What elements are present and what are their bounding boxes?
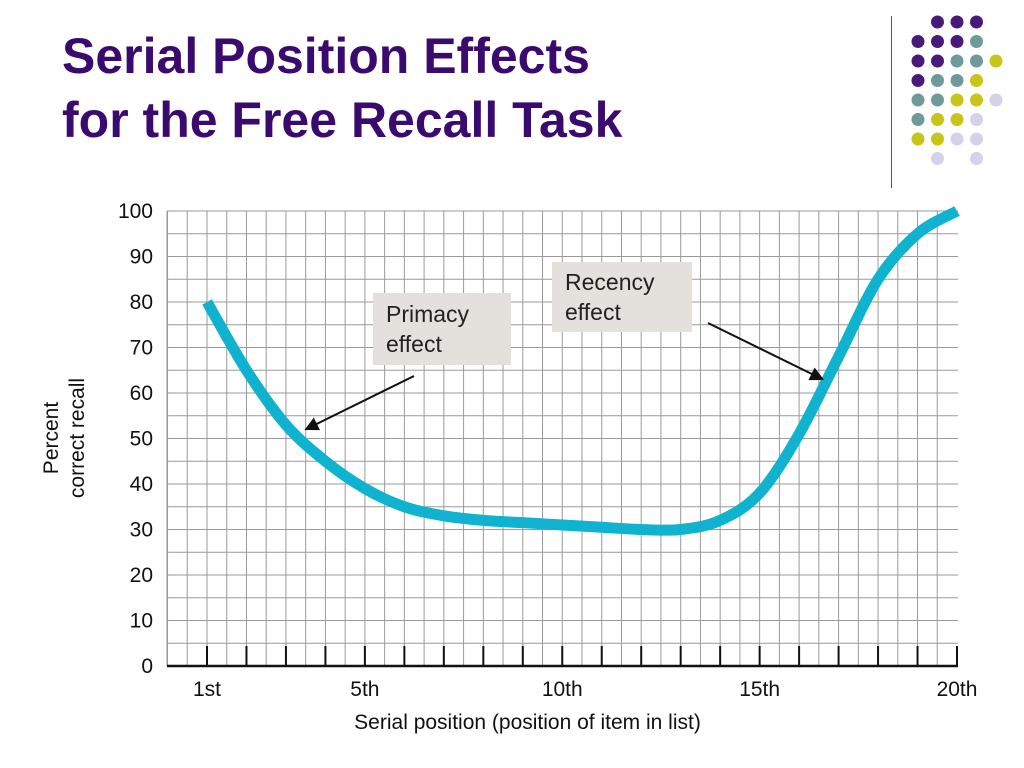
series-line [202,206,960,536]
y-tick-label: 100 [118,200,153,223]
annotation: Recency effect [552,262,825,381]
annotation-box [373,293,511,365]
annotation-arrow [304,375,415,431]
slide-title-line-2: for the Free Recall Task [62,92,623,148]
y-tick-label: 10 [130,610,153,633]
y-tick-label: 20 [130,564,153,587]
annotation-label: Primacy [386,301,470,327]
slide-title-line-1: Serial Position Effects [62,28,590,84]
annotation-arrow [707,322,825,381]
y-tick-label: 0 [141,655,153,678]
x-axis-ticks [206,646,958,666]
annotation-label: Recency [565,269,655,295]
chart-grid [166,210,958,667]
y-tick-label: 30 [130,519,153,542]
y-axis-title-line: correct recall [66,378,89,498]
y-tick-label: 70 [130,337,153,360]
y-tick-label: 40 [130,473,153,496]
annotation-box [552,262,692,332]
y-tick-label: 50 [130,428,153,451]
y-tick-label: 80 [130,291,153,314]
annotation: Primacy effect [304,293,511,431]
y-axis-title: Percent correct recall [40,378,89,498]
y-tick-label: 60 [130,382,153,405]
x-tick-label: 10th [542,678,583,701]
x-tick-label: 20th [937,678,978,701]
annotation-label: effect [386,331,442,357]
y-tick-label: 90 [130,246,153,269]
title-divider [891,16,892,188]
slide-title: Serial Position Effects for the Free Rec… [62,24,622,152]
x-axis-title: Serial position (position of item in lis… [354,711,701,734]
annotation-label: effect [565,299,621,325]
x-tick-label: 1st [193,678,221,701]
y-axis-title-line: Percent [40,402,63,475]
x-tick-label: 15th [739,678,780,701]
x-tick-label: 5th [350,678,379,701]
